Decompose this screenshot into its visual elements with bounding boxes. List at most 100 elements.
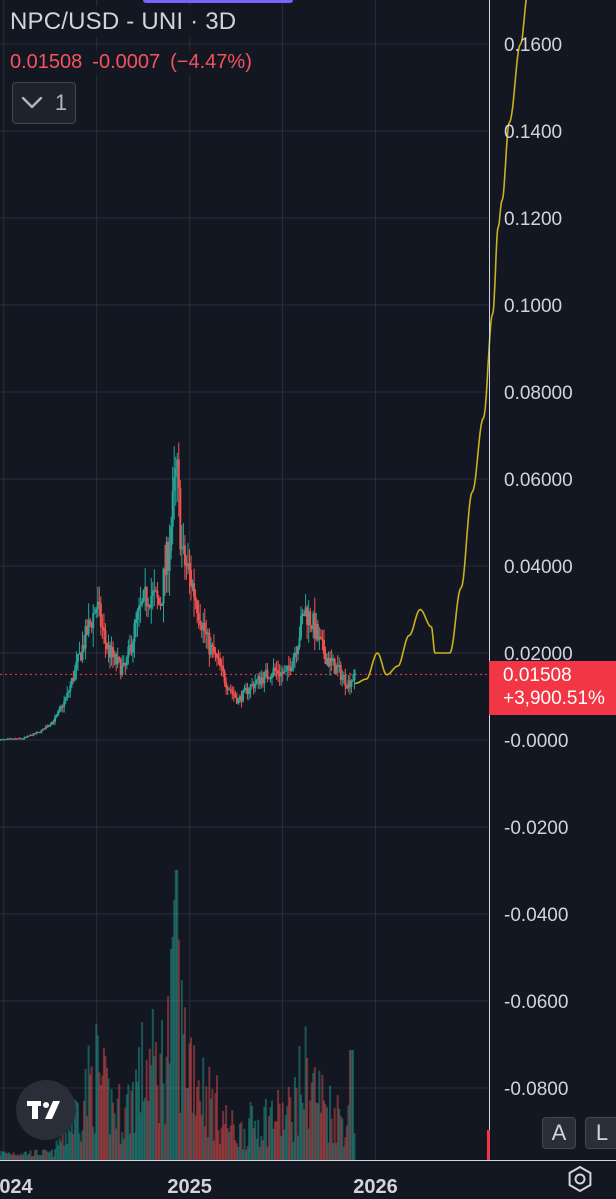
volume-bar: [284, 1114, 287, 1160]
candle-body: [170, 526, 173, 551]
candle-body: [342, 674, 345, 676]
price-axis-tick: -0.0800: [504, 1079, 568, 1100]
candle-body: [179, 487, 182, 550]
candle-body: [40, 730, 43, 733]
candle-body: [303, 614, 306, 616]
candle-body: [61, 706, 64, 708]
volume-bar: [205, 1086, 208, 1160]
candle-body: [295, 652, 298, 655]
candle-body: [138, 605, 141, 611]
volume-bar: [266, 1146, 269, 1160]
candle-body: [23, 737, 26, 739]
price-axis-tick: 0.06000: [504, 470, 573, 491]
volume-bar: [170, 948, 173, 1160]
candle-body: [18, 738, 21, 740]
volume-bar: [12, 1152, 15, 1160]
candle-body: [150, 596, 153, 608]
candle-body: [261, 677, 264, 684]
candle-body: [312, 613, 315, 630]
candle-body: [287, 665, 290, 667]
volume-bar: [304, 1026, 307, 1160]
candle-body: [102, 627, 105, 631]
volume-bar: [249, 1102, 252, 1160]
volume-bar: [275, 1121, 278, 1160]
candle-body: [183, 545, 186, 566]
volume-bar: [52, 1156, 55, 1160]
volume-bar: [139, 1112, 142, 1160]
volume-bar: [351, 1050, 354, 1160]
symbol-title[interactable]: NPC/USD - UNI · 3D: [10, 6, 241, 38]
log-scale-button[interactable]: L: [585, 1117, 616, 1149]
volume-bar: [214, 1093, 217, 1160]
candle-body: [208, 632, 211, 655]
volume-bar: [231, 1110, 234, 1160]
volume-bar: [183, 1007, 186, 1160]
volume-bar: [348, 1050, 351, 1160]
candle-body: [173, 477, 176, 491]
volume-bar: [86, 1116, 89, 1160]
candle-body: [98, 601, 101, 604]
volume-bar: [57, 1145, 60, 1160]
candle-body: [286, 665, 289, 671]
volume-bar: [318, 1070, 321, 1160]
candle-body: [228, 689, 231, 691]
candle-body: [76, 654, 79, 662]
candle-body: [21, 738, 24, 740]
volume-bar: [31, 1156, 34, 1160]
price-change: -0.0007: [92, 51, 161, 73]
volume-bar: [2, 1151, 5, 1160]
volume-bar: [105, 1067, 108, 1160]
price-axis-tick: 0.1600: [504, 35, 562, 56]
volume-bar: [3, 1151, 6, 1160]
volume-bar: [215, 1075, 218, 1160]
candle-body: [153, 590, 156, 592]
projection-curve: [354, 0, 527, 685]
indicators-toggle-button[interactable]: 1: [12, 82, 76, 124]
volume-bar: [40, 1155, 43, 1160]
volume-bar: [32, 1155, 35, 1160]
volume-bar: [219, 1143, 222, 1160]
candle-body: [263, 671, 266, 684]
candle-body: [344, 674, 347, 687]
volume-bar: [217, 1130, 220, 1160]
volume-bar: [75, 1101, 78, 1160]
candle-body: [54, 717, 57, 722]
auto-scale-button[interactable]: A: [542, 1117, 576, 1149]
volume-bar: [167, 996, 170, 1160]
volume-bar: [99, 1085, 102, 1160]
candle-body: [133, 623, 136, 643]
candle-body: [101, 626, 104, 628]
volume-bar: [174, 870, 177, 1160]
volume-bar: [58, 1138, 61, 1160]
volume-bar: [66, 1143, 69, 1160]
candle-body: [0, 739, 1, 741]
volume-bar: [277, 1089, 280, 1160]
candle-body: [69, 685, 72, 692]
candle-body: [248, 690, 251, 694]
volume-bar: [109, 1134, 112, 1160]
candle-body: [177, 459, 180, 488]
tradingview-logo[interactable]: [16, 1080, 76, 1140]
volume-bar: [153, 1056, 156, 1160]
chart-settings-button[interactable]: [560, 1162, 600, 1196]
volume-bar: [125, 1094, 128, 1160]
volume-bar: [232, 1124, 235, 1160]
volume-bar: [237, 1147, 240, 1160]
candle-body: [115, 653, 118, 665]
volume-bar: [87, 1045, 90, 1160]
candle-body: [327, 658, 330, 667]
volume-bar: [177, 939, 180, 1160]
volume-bar: [28, 1153, 31, 1160]
candle-body: [60, 706, 63, 709]
volume-bar: [225, 1105, 228, 1160]
volume-bar: [212, 1140, 215, 1160]
volume-bar: [245, 1149, 248, 1160]
candle-body: [226, 687, 229, 690]
candle-body: [89, 620, 92, 624]
volume-bar: [255, 1138, 258, 1160]
volume-bar: [301, 1102, 304, 1160]
candle-body: [251, 684, 254, 686]
candle-body: [214, 653, 217, 655]
volume-bar: [43, 1149, 46, 1160]
